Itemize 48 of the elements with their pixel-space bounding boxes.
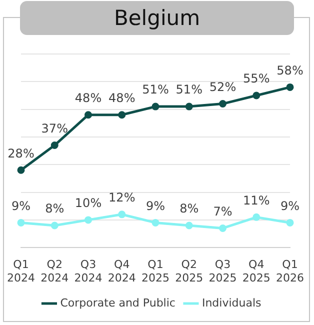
chart-title: Belgium: [20, 1, 294, 35]
point: [84, 216, 92, 224]
data-label: 52%: [209, 80, 236, 94]
point: [219, 100, 226, 108]
data-label: 10%: [74, 196, 102, 210]
point: [84, 111, 92, 119]
data-label: 11%: [243, 193, 270, 208]
x-tick-label: Q3 2025: [208, 258, 237, 284]
data-label: 28%: [8, 146, 34, 160]
legend-label: Corporate and Public: [60, 296, 176, 310]
data-label: 51%: [176, 82, 202, 97]
x-tick-label: Q4 2025: [242, 258, 270, 284]
point: [219, 224, 226, 232]
point: [252, 213, 260, 221]
data-label: 51%: [142, 82, 169, 97]
point: [17, 218, 25, 226]
data-label: 8%: [180, 202, 199, 216]
point: [185, 222, 193, 230]
x-tick-label: Q4 2024: [108, 258, 136, 284]
data-label: 12%: [108, 190, 136, 205]
data-label: 55%: [243, 72, 270, 86]
point: [50, 222, 58, 230]
legend-label: Individuals: [202, 296, 262, 310]
x-tick-label: Q2 2024: [40, 258, 69, 284]
point: [286, 83, 294, 91]
x-tick-label: Q3 2024: [74, 258, 102, 284]
data-label: 58%: [276, 63, 304, 78]
data-label: 48%: [108, 90, 136, 105]
x-tick-label: Q2 2025: [175, 258, 204, 284]
data-label: 48%: [74, 90, 102, 105]
point: [152, 102, 160, 110]
data-label: 7%: [213, 204, 232, 218]
point: [185, 102, 193, 110]
point: [118, 210, 126, 218]
x-tick-label: Q1 2024: [6, 258, 35, 284]
data-label: 9%: [11, 198, 31, 213]
data-label: 9%: [146, 198, 166, 213]
data-label: 8%: [45, 202, 64, 216]
point: [50, 142, 58, 150]
x-tick-label: Q1 2025: [142, 258, 170, 284]
data-label: 37%: [41, 121, 68, 136]
data-label: 9%: [280, 198, 300, 213]
point: [118, 111, 126, 119]
point: [17, 166, 25, 174]
x-tick-label: Q1 2026: [276, 258, 304, 284]
point: [252, 92, 260, 100]
point: [286, 218, 294, 226]
point: [152, 218, 160, 226]
